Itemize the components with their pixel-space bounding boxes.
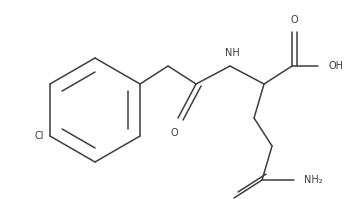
Text: O: O (170, 128, 178, 138)
Text: OH: OH (328, 61, 343, 71)
Text: O: O (290, 15, 298, 25)
Text: Cl: Cl (34, 131, 44, 141)
Text: NH₂: NH₂ (304, 175, 323, 185)
Text: NH: NH (225, 48, 239, 58)
